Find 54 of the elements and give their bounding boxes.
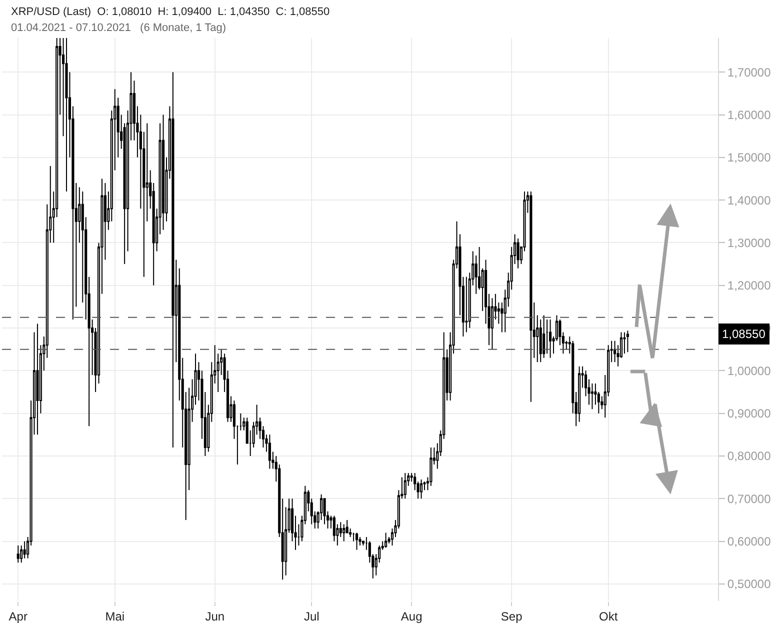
candlestick [465, 276, 468, 333]
x-tick-label: Jul [304, 609, 320, 624]
candlestick [268, 434, 271, 470]
candlestick [362, 540, 365, 546]
candlestick [23, 540, 26, 559]
y-tick-label: 0,70000 [727, 492, 772, 506]
candlestick [420, 478, 423, 500]
candlestick [355, 532, 358, 550]
y-tick-label: 0,50000 [727, 577, 772, 592]
x-tick-label: Aug [400, 609, 422, 624]
candlestick [65, 38, 68, 192]
candlestick [16, 545, 20, 564]
y-tick-label: 1,20000 [727, 278, 772, 293]
candlestick [342, 524, 346, 542]
candlestick [20, 545, 23, 564]
candlestick [36, 323, 39, 436]
candlestick [323, 498, 326, 525]
text: 1,08550 [722, 327, 766, 341]
candlestick [430, 446, 432, 486]
candlestick [614, 340, 616, 363]
y-tick-label: 1,00000 [727, 364, 772, 378]
x-tick-label: Sep [500, 609, 523, 624]
candlestick [542, 314, 546, 358]
y-tick-label: 1,60000 [727, 108, 772, 122]
y-tick-label: 1,30000 [727, 236, 772, 250]
candlestick [590, 382, 594, 410]
candlestick [404, 472, 406, 500]
x-tick-label: Mai [105, 609, 125, 624]
y-tick-label: 0,80000 [727, 449, 772, 464]
candlestick [578, 366, 581, 422]
candlestick [539, 319, 542, 363]
y-tick-label: 1,70000 [727, 65, 772, 80]
y-tick-label: 1,40000 [727, 193, 772, 208]
candlestick [239, 412, 242, 431]
x-tick-label: Okt [599, 609, 618, 624]
candlestick [623, 332, 626, 354]
chart-subtitle: 01.04.2021 - 07.10.2021 (6 Monate, 1 Tag) [11, 22, 226, 34]
candlestick [530, 191, 532, 402]
candlestick [162, 114, 165, 230]
candlestick [172, 72, 174, 448]
x-tick-label: Jun [205, 609, 225, 624]
candlestick [384, 532, 388, 548]
candlestick [516, 238, 520, 269]
y-tick-label: 1,50000 [727, 150, 772, 165]
candlestick [626, 330, 629, 353]
candlestick [549, 319, 552, 358]
candlestick [490, 298, 494, 350]
chart-title: XRP/USD (Last) O: 1,08010 H: 1,09400 L: 1,04350 C: 1,08550 [11, 6, 330, 18]
y-tick-label: 0,60000 [727, 534, 772, 548]
candlestick [358, 536, 362, 546]
candlestick [332, 515, 336, 542]
candlestick [546, 319, 548, 354]
y-tick-label: 0,90000 [727, 406, 772, 421]
x-tick-label: Apr [8, 609, 28, 624]
